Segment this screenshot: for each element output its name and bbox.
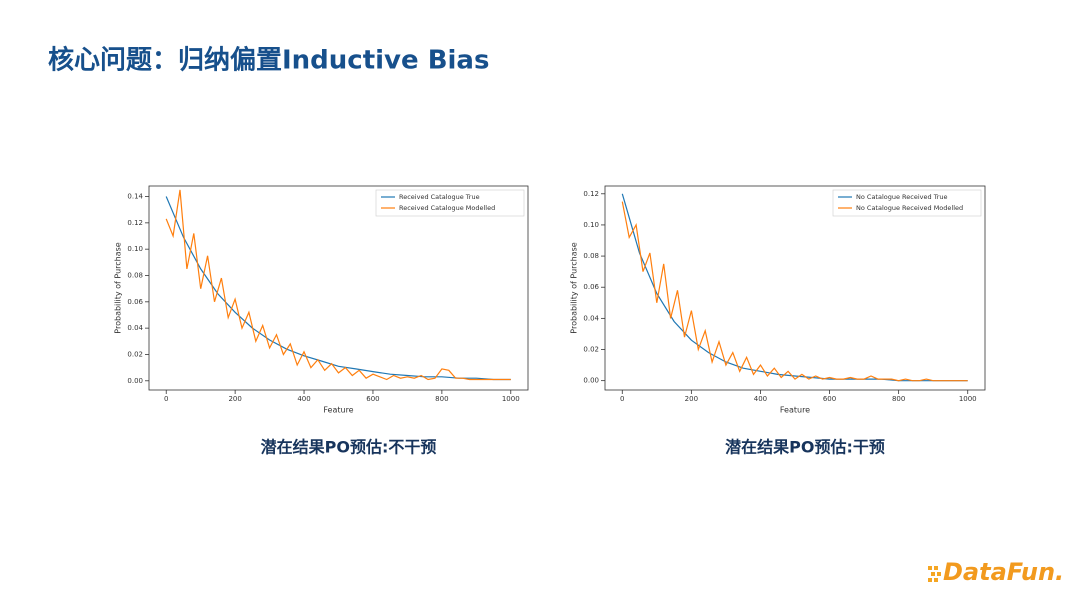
y-tick-label: 0.06 bbox=[127, 298, 143, 306]
logo-icon bbox=[928, 566, 941, 582]
legend-box bbox=[832, 189, 982, 217]
y-tick-label: 0.04 bbox=[127, 324, 143, 332]
chart-caption: 潜在结果PO预估:干预 bbox=[725, 438, 885, 457]
x-tick-label: 600 bbox=[823, 395, 836, 403]
series-line bbox=[165, 189, 511, 381]
legend-box bbox=[375, 189, 525, 217]
plot-frame bbox=[148, 185, 529, 391]
y-tick-label: 0.08 bbox=[127, 271, 143, 279]
y-tick-label: 0.08 bbox=[583, 252, 599, 260]
x-tick-label: 0 bbox=[164, 395, 168, 403]
y-tick-label: 0.02 bbox=[127, 350, 143, 358]
series-line bbox=[165, 196, 511, 381]
chart-caption: 潜在结果PO预估:不干预 bbox=[261, 438, 437, 457]
x-tick-label: 200 bbox=[228, 395, 241, 403]
x-axis-label: Feature bbox=[780, 406, 810, 415]
slide-title: 核心问题：归纳偏置Inductive Bias bbox=[48, 45, 489, 76]
y-tick-label: 0.06 bbox=[583, 283, 599, 291]
y-tick-label: 0.00 bbox=[583, 377, 599, 385]
y-axis-label: Probability of Purchase bbox=[114, 242, 123, 333]
y-tick-label: 0.04 bbox=[583, 314, 599, 322]
x-tick-label: 800 bbox=[892, 395, 905, 403]
x-tick-label: 0 bbox=[620, 395, 624, 403]
x-tick-label: 400 bbox=[297, 395, 310, 403]
x-tick-label: 400 bbox=[754, 395, 767, 403]
y-tick-label: 0.10 bbox=[583, 221, 599, 229]
x-tick-label: 1000 bbox=[959, 395, 977, 403]
legend-label: No Catalogue Received Modelled bbox=[856, 204, 963, 212]
series-line bbox=[621, 201, 968, 382]
y-tick-label: 0.02 bbox=[583, 346, 599, 354]
y-tick-label: 0.10 bbox=[127, 245, 143, 253]
x-axis-label: Feature bbox=[323, 406, 353, 415]
y-tick-label: 0.00 bbox=[127, 377, 143, 385]
plot-frame bbox=[604, 185, 986, 391]
series-line bbox=[621, 193, 968, 382]
legend-label: Received Catalogue True bbox=[399, 193, 480, 201]
logo: DataFun. bbox=[943, 558, 1064, 586]
y-tick-label: 0.12 bbox=[127, 219, 143, 227]
legend-label: Received Catalogue Modelled bbox=[399, 204, 495, 212]
y-axis-label: Probability of Purchase bbox=[570, 242, 579, 333]
x-tick-label: 200 bbox=[685, 395, 698, 403]
y-tick-label: 0.14 bbox=[127, 193, 143, 201]
x-tick-label: 1000 bbox=[502, 395, 520, 403]
y-tick-label: 0.12 bbox=[583, 190, 599, 198]
legend-label: No Catalogue Received True bbox=[856, 193, 948, 201]
x-tick-label: 800 bbox=[435, 395, 448, 403]
x-tick-label: 600 bbox=[366, 395, 379, 403]
